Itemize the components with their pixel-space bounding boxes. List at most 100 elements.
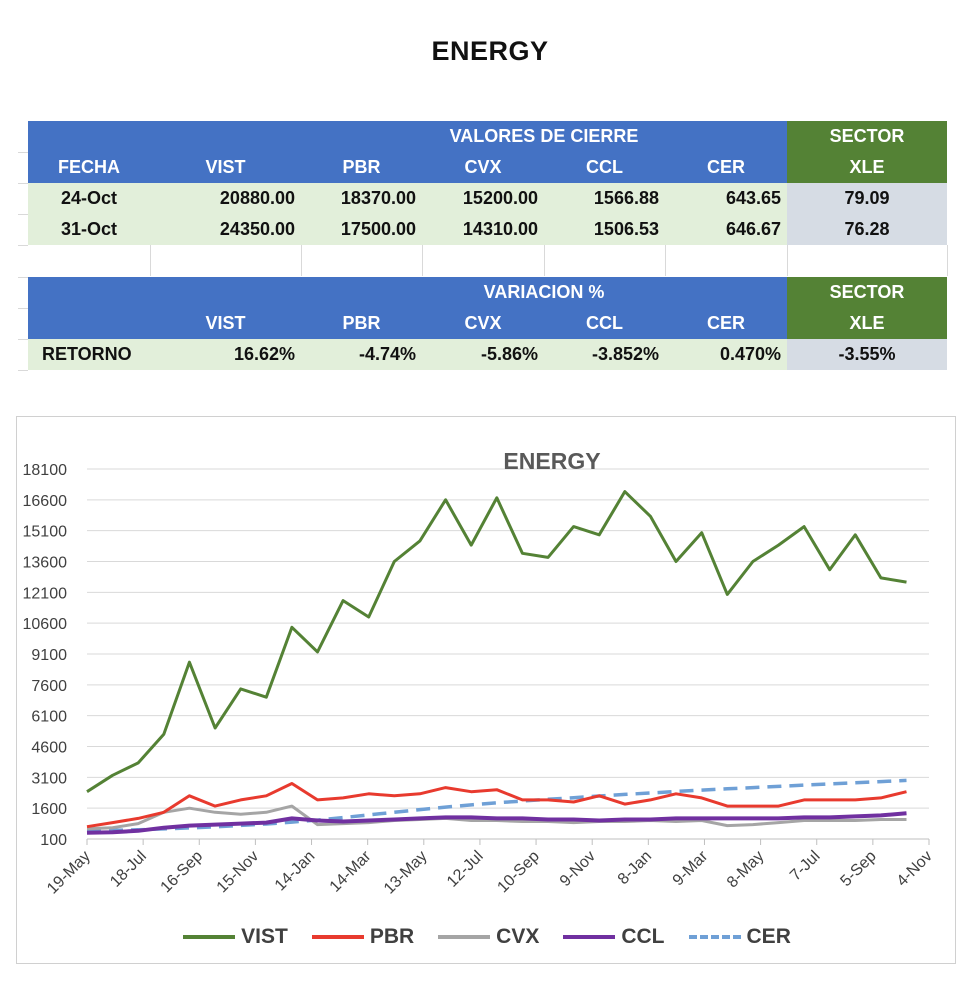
value-cell: 14310.00 bbox=[422, 214, 544, 245]
legend-item-cvx: CVX bbox=[438, 925, 539, 949]
value-cell: 646.67 bbox=[665, 214, 787, 245]
x-tick-label: 15-Nov bbox=[214, 848, 262, 896]
x-tick-label: 10-Sep bbox=[494, 848, 543, 897]
x-tick-label: 14-Jan bbox=[272, 848, 319, 895]
x-tick-label: 4-Nov bbox=[894, 848, 936, 890]
row-divider bbox=[18, 308, 28, 309]
legend-item-pbr: PBR bbox=[311, 925, 415, 949]
date-cell: 31-Oct bbox=[28, 214, 150, 245]
value-cell: 1566.88 bbox=[544, 183, 665, 214]
legend-swatch bbox=[311, 935, 364, 940]
series-line-vist bbox=[86, 490, 907, 793]
row-divider bbox=[18, 370, 28, 371]
return-cell: 0.470% bbox=[665, 339, 787, 370]
retorno-label: RETORNO bbox=[28, 339, 150, 370]
chart-legend: VIST PBR CVX CCL CER bbox=[17, 925, 957, 949]
col-header-cvx: CVX bbox=[422, 308, 544, 339]
x-tick-label: 8-May bbox=[724, 848, 767, 891]
legend-swatch bbox=[688, 935, 741, 940]
x-tick-label: 14-Mar bbox=[327, 847, 375, 895]
legend-label: PBR bbox=[369, 925, 415, 948]
closing-values-table: VALORES DE CIERRE SECTOR FECHA VIST PBR … bbox=[28, 121, 948, 276]
y-tick-label: 3100 bbox=[31, 770, 67, 787]
col-header-cvx: CVX bbox=[422, 152, 544, 183]
y-tick-label: 13600 bbox=[23, 555, 68, 572]
col-header-cer: CER bbox=[665, 152, 787, 183]
y-tick-label: 9100 bbox=[31, 647, 67, 664]
series-line-ccl bbox=[86, 811, 907, 835]
variation-header: VARIACION % bbox=[301, 277, 787, 308]
col-header-fecha: FECHA bbox=[28, 152, 150, 183]
legend-item-vist: VIST bbox=[183, 925, 288, 949]
col-header-xle: XLE bbox=[787, 308, 947, 339]
value-cell: 20880.00 bbox=[150, 183, 301, 214]
x-tick-label: 19-May bbox=[44, 848, 94, 898]
y-tick-label: 6100 bbox=[31, 709, 67, 726]
col-header-pbr: PBR bbox=[301, 308, 422, 339]
table-row: 24-Oct 20880.00 18370.00 15200.00 1566.8… bbox=[28, 183, 947, 214]
legend-item-ccl: CCL bbox=[563, 925, 665, 949]
legend-item-cer: CER bbox=[688, 925, 791, 949]
value-cell: 15200.00 bbox=[422, 183, 544, 214]
x-tick-label: 12-Jul bbox=[444, 848, 487, 891]
legend-label: CER bbox=[746, 925, 791, 948]
y-tick-label: 7600 bbox=[31, 678, 67, 695]
closing-values-header: VALORES DE CIERRE bbox=[301, 121, 787, 152]
legend-label: VIST bbox=[241, 925, 288, 948]
x-tick-label: 13-May bbox=[381, 848, 431, 898]
y-tick-label: 4600 bbox=[31, 740, 67, 757]
x-tick-label: 9-Nov bbox=[557, 848, 599, 890]
col-header-vist: VIST bbox=[150, 152, 301, 183]
return-cell: -4.74% bbox=[301, 339, 422, 370]
col-header-xle: XLE bbox=[787, 152, 947, 183]
table-row: 31-Oct 24350.00 17500.00 14310.00 1506.5… bbox=[28, 214, 947, 245]
row-divider bbox=[18, 277, 28, 278]
col-header-ccl: CCL bbox=[544, 152, 665, 183]
legend-swatch bbox=[183, 935, 236, 940]
y-tick-label: 12100 bbox=[23, 585, 68, 602]
table-row: RETORNO 16.62% -4.74% -5.86% -3.852% 0.4… bbox=[28, 339, 947, 370]
x-tick-label: 18-Jul bbox=[107, 848, 150, 891]
legend-label: CCL bbox=[621, 925, 665, 948]
series-line-pbr bbox=[86, 782, 907, 829]
sector-header: SECTOR bbox=[787, 121, 947, 152]
value-cell: 17500.00 bbox=[301, 214, 422, 245]
date-cell: 24-Oct bbox=[28, 183, 150, 214]
sector-value-cell: 79.09 bbox=[787, 183, 947, 214]
value-cell: 18370.00 bbox=[301, 183, 422, 214]
row-divider bbox=[18, 245, 28, 246]
value-cell: 643.65 bbox=[665, 183, 787, 214]
y-tick-label: 10600 bbox=[23, 616, 68, 633]
row-divider bbox=[18, 152, 28, 153]
x-tick-label: 16-Sep bbox=[158, 848, 207, 897]
y-tick-label: 18100 bbox=[23, 462, 68, 479]
return-cell: -3.852% bbox=[544, 339, 665, 370]
spacer-row bbox=[28, 245, 948, 276]
x-tick-label: 8-Jan bbox=[615, 848, 655, 888]
chart-title: ENERGY bbox=[503, 448, 600, 474]
x-tick-label: 7-Jul bbox=[787, 848, 824, 885]
col-header-pbr: PBR bbox=[301, 152, 422, 183]
series-line-cer bbox=[86, 778, 907, 833]
y-tick-label: 1600 bbox=[31, 801, 67, 818]
variation-table: VARIACION % SECTOR VIST PBR CVX CCL CER … bbox=[28, 277, 947, 370]
sector-header: SECTOR bbox=[787, 277, 947, 308]
row-divider bbox=[18, 183, 28, 184]
y-tick-label: 15100 bbox=[23, 524, 68, 541]
page-title: ENERGY bbox=[431, 36, 549, 66]
row-divider bbox=[18, 214, 28, 215]
row-divider bbox=[18, 339, 28, 340]
sector-value-cell: 76.28 bbox=[787, 214, 947, 245]
y-tick-label: 16600 bbox=[23, 493, 68, 510]
legend-swatch bbox=[563, 935, 616, 940]
col-header-vist: VIST bbox=[150, 308, 301, 339]
return-cell: -5.86% bbox=[422, 339, 544, 370]
sector-return-cell: -3.55% bbox=[787, 339, 947, 370]
y-tick-label: 100 bbox=[40, 832, 67, 849]
value-cell: 24350.00 bbox=[150, 214, 301, 245]
value-cell: 1506.53 bbox=[544, 214, 665, 245]
chart-canvas: 100 1600 3100 4600 6100 7600 9100 10600 12100 136… bbox=[23, 448, 936, 898]
legend-swatch bbox=[438, 935, 491, 940]
return-cell: 16.62% bbox=[150, 339, 301, 370]
energy-chart: 100 1600 3100 4600 6100 7600 9100 10600 12100 136… bbox=[16, 416, 956, 964]
